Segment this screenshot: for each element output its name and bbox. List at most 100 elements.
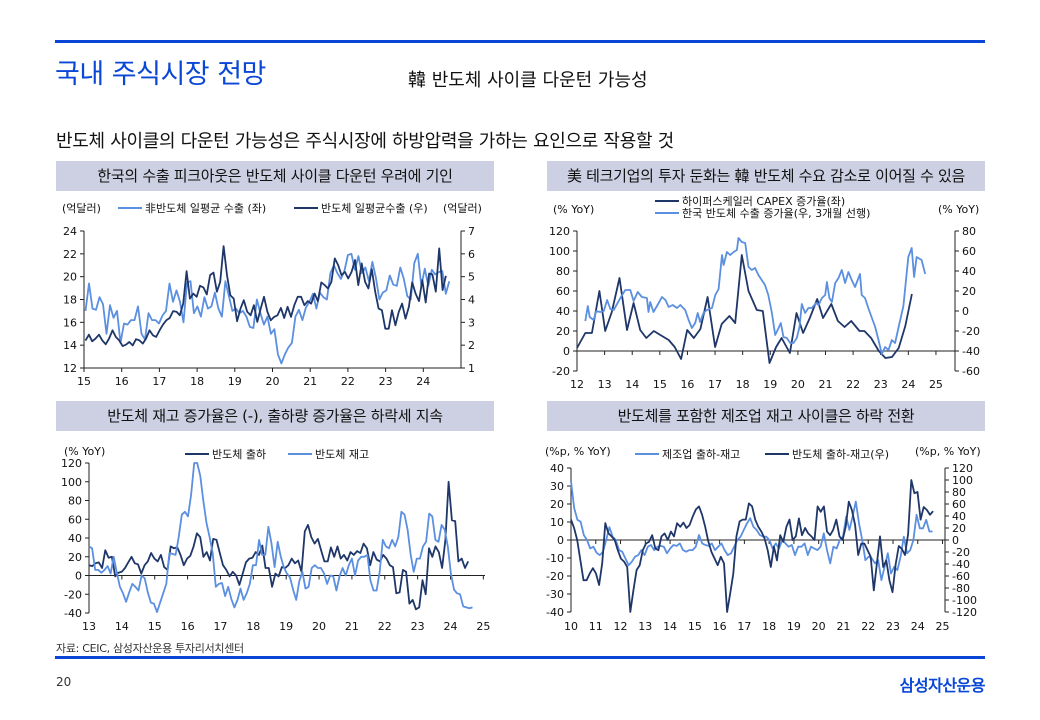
x-tick-label: 22 [861, 620, 875, 633]
y-tick-label-left: -20 [64, 588, 82, 601]
y-tick-label-right: 20 [952, 522, 966, 535]
y-tick-label-left: -20 [546, 570, 564, 583]
y-tick-label-left: 24 [63, 225, 77, 238]
x-tick-label: 21 [303, 375, 317, 388]
x-tick-label: 12 [570, 378, 584, 391]
legend-label: 한국 반도체 수출 증가율(우, 3개월 선행) [682, 207, 870, 220]
y-tick-label-left: 40 [556, 305, 570, 318]
y-tick-label-left: 18 [63, 294, 77, 307]
x-tick-label: 20 [812, 620, 826, 633]
y-tick-label-right: 6 [468, 248, 475, 261]
chart-3: -40 -20 0 20 40 60 80 100 120 13 14 15 16 17 18 19 20 21 2… [61, 445, 490, 633]
y-tick-label-right: -20 [962, 325, 980, 338]
x-tick-label: 15 [148, 620, 162, 633]
chart-title-1: 한국의 수출 피크아웃은 반도체 사이클 다운턴 우려에 기인 [56, 161, 494, 191]
y-tick-label-right: 120 [952, 462, 973, 475]
y-tick-label-right: -20 [952, 546, 970, 559]
x-tick-label: 13 [638, 620, 652, 633]
unit-label-left: (% YoY) [64, 445, 105, 458]
x-tick-label: 15 [653, 378, 667, 391]
x-tick-label: 15 [688, 620, 702, 633]
unit-label-left: (억달러) [62, 202, 101, 215]
y-tick-label-right: -40 [962, 345, 980, 358]
y-tick-label-right: 100 [952, 474, 973, 487]
legend-label: 반도체 일평균수출 (우) [321, 201, 428, 215]
x-tick-label: 25 [476, 620, 490, 633]
series-line-2 [84, 245, 447, 348]
x-tick-label: 11 [589, 620, 603, 633]
y-tick-label-left: 60 [556, 285, 570, 298]
page-number: 20 [56, 675, 72, 689]
unit-label-left: (%p, % YoY) [545, 445, 611, 458]
series-line-1 [570, 481, 933, 581]
x-tick-label: 13 [82, 620, 96, 633]
y-tick-label-right: 0 [952, 534, 959, 547]
y-tick-label-left: -30 [546, 588, 564, 601]
y-tick-label-left: 120 [549, 225, 570, 238]
x-tick-label: 23 [874, 378, 888, 391]
source-note: 자료: CEIC, 삼성자산운용 투자리서치센터 [56, 642, 244, 655]
legend-label: 반도체 출하-재고(우) [792, 447, 889, 461]
y-tick-label-right: 40 [952, 510, 966, 523]
company-logo: 삼성자산운용 [899, 676, 986, 695]
x-tick-label: 24 [901, 378, 915, 391]
y-tick-label-left: 80 [556, 265, 570, 278]
y-tick-label-left: -10 [546, 552, 564, 565]
x-tick-label: 23 [886, 620, 900, 633]
series-line-2 [88, 462, 473, 613]
x-tick-label: 25 [936, 620, 950, 633]
x-tick-label: 24 [911, 620, 925, 633]
unit-label-left: (% YoY) [553, 203, 594, 216]
y-tick-label-left: 20 [556, 325, 570, 338]
x-tick-label: 22 [341, 375, 355, 388]
y-tick-label-right: 1 [468, 362, 475, 375]
x-tick-label: 16 [181, 620, 195, 633]
x-tick-label: 20 [266, 375, 280, 388]
chart-4: -40-30-20-10010203040-120-100-80-60-40-2… [545, 445, 981, 633]
y-tick-label-left: -40 [546, 606, 564, 619]
y-tick-label-left: -20 [552, 365, 570, 378]
legend-label: 非반도체 일평균 수출 (좌) [145, 201, 266, 215]
y-tick-label-right: 80 [952, 486, 966, 499]
x-tick-label: 18 [736, 378, 750, 391]
y-tick-label-left: 16 [63, 316, 77, 329]
x-tick-label: 17 [708, 378, 722, 391]
y-tick-label-right: -60 [962, 365, 980, 378]
legend-label: 제조업 출하-재고 [662, 447, 740, 461]
x-tick-label: 17 [213, 620, 227, 633]
series-line-1 [88, 480, 470, 611]
page-title: 국내 주식시장 전망 [55, 59, 266, 90]
x-tick-label: 24 [443, 620, 457, 633]
y-tick-label-left: 20 [68, 551, 82, 564]
x-tick-label: 16 [680, 378, 694, 391]
x-tick-label: 17 [152, 375, 166, 388]
x-tick-label: 25 [929, 378, 943, 391]
x-tick-label: 16 [115, 375, 129, 388]
y-tick-label-left: -40 [64, 607, 82, 620]
series-line-2 [570, 479, 934, 613]
legend-label: 반도체 재고 [315, 448, 369, 461]
x-tick-label: 24 [416, 375, 430, 388]
y-tick-label-right: 2 [468, 339, 475, 352]
page-subtitle: 韓 반도체 사이클 다운턴 가능성 [408, 70, 648, 91]
y-tick-label-right: -40 [952, 558, 970, 571]
y-tick-label-left: 10 [550, 516, 564, 529]
chart-title-4: 반도체를 포함한 제조업 재고 사이클은 하락 전환 [547, 401, 985, 431]
x-tick-label: 19 [763, 378, 777, 391]
y-tick-label-right: -80 [952, 582, 970, 595]
y-tick-label-right: 20 [962, 285, 976, 298]
y-tick-label-left: 0 [75, 570, 82, 583]
y-tick-label-right: 5 [468, 271, 475, 284]
y-tick-label-right: 0 [962, 305, 969, 318]
x-tick-label: 23 [379, 375, 393, 388]
series-line-2 [584, 237, 927, 355]
x-tick-label: 18 [246, 620, 260, 633]
legend-label: 하이퍼스케일러 CAPEX 증가율(좌) [682, 194, 845, 208]
y-tick-label-left: 30 [550, 480, 564, 493]
y-tick-label-right: -100 [952, 594, 977, 607]
x-tick-label: 20 [791, 378, 805, 391]
footer-rule [55, 656, 985, 659]
x-tick-label: 16 [713, 620, 727, 633]
x-tick-label: 18 [762, 620, 776, 633]
